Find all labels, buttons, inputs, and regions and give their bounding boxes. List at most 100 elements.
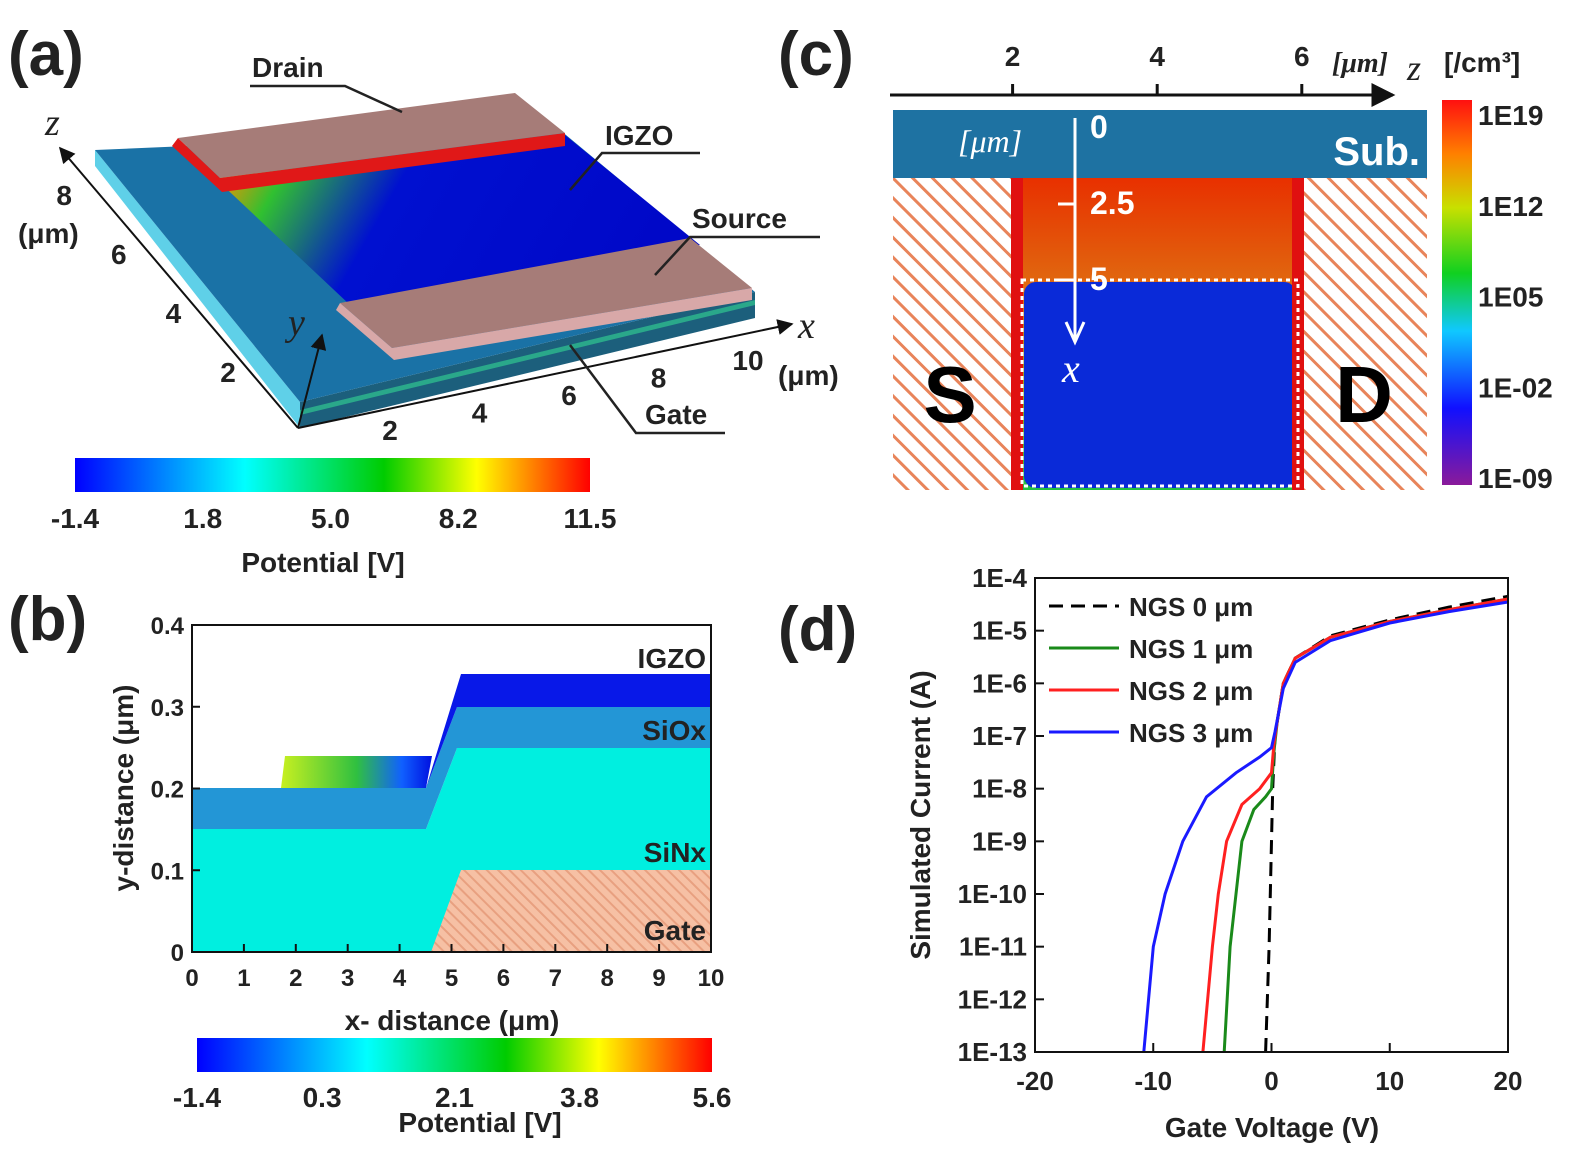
series-line bbox=[1201, 597, 1509, 1053]
x-tick-label: 8 bbox=[651, 363, 667, 394]
x-tick-label: 2 bbox=[382, 415, 398, 446]
substrate bbox=[893, 110, 1427, 178]
layer-label: SiNx bbox=[644, 837, 707, 868]
colorbar-tick-label: 5.0 bbox=[311, 503, 350, 534]
y-tick-label: 0.2 bbox=[151, 777, 184, 804]
colorbar bbox=[1442, 100, 1472, 485]
depth-unit: [μm] bbox=[958, 123, 1022, 159]
colorbar-tick-label: 1E19 bbox=[1478, 100, 1543, 131]
igzo-label: IGZO bbox=[605, 120, 673, 151]
y-tick-label: 0.1 bbox=[151, 858, 184, 885]
colorbar-label: [/cm³] bbox=[1444, 47, 1520, 78]
igzo-left bbox=[281, 756, 432, 788]
z-axis bbox=[58, 146, 299, 429]
z-unit: (μm) bbox=[18, 218, 79, 249]
panel-b: (b) x- distance (μm) y-distance (μm) IGZ… bbox=[8, 585, 712, 1138]
y-tick-label: 0.4 bbox=[151, 613, 185, 640]
gate-label: Gate bbox=[645, 399, 707, 430]
source-label: S bbox=[923, 350, 976, 439]
panel-label: (b) bbox=[8, 585, 87, 654]
colorbar-tick-label: 0.3 bbox=[303, 1082, 342, 1113]
drain-label: D bbox=[1335, 350, 1393, 439]
drain-label: Drain bbox=[252, 52, 324, 83]
colorbar-tick-label: -1.4 bbox=[173, 1082, 222, 1113]
colorbar-tick-label: 1E05 bbox=[1478, 282, 1543, 313]
y-tick-label: 0.3 bbox=[151, 695, 184, 722]
colorbar bbox=[197, 1038, 712, 1072]
colorbar-tick-label: 5.6 bbox=[693, 1082, 732, 1113]
depth-tick-label: 5 bbox=[1090, 261, 1108, 297]
x-tick-label: 1 bbox=[237, 965, 250, 992]
y-tick-label: 1E-13 bbox=[958, 1037, 1027, 1067]
z-tick-label: 4 bbox=[166, 298, 182, 329]
source-region bbox=[893, 178, 1013, 490]
y-axis-label: Simulated Current (A) bbox=[905, 670, 936, 959]
substrate-label: Sub. bbox=[1333, 130, 1420, 174]
x-tick-label: 9 bbox=[652, 965, 665, 992]
legend-label: NGS 3 μm bbox=[1129, 718, 1253, 748]
drain-top bbox=[178, 93, 565, 178]
depth-arrow bbox=[1064, 321, 1086, 346]
plot-frame bbox=[1034, 577, 1509, 1053]
z-tick-label: 2 bbox=[1005, 41, 1021, 72]
legend-label: NGS 1 μm bbox=[1129, 634, 1253, 664]
colorbar bbox=[75, 458, 590, 492]
z-tick-label: 4 bbox=[1149, 41, 1165, 72]
y-tick-label: 1E-8 bbox=[972, 774, 1027, 804]
y-tick-label: 1E-5 bbox=[972, 616, 1027, 646]
colorbar-label: Potential [V] bbox=[241, 547, 404, 578]
z-tick-label: 6 bbox=[1294, 41, 1310, 72]
x-tick-label: 10 bbox=[732, 345, 763, 376]
colorbar-tick-label: 3.8 bbox=[560, 1082, 599, 1113]
source-top bbox=[340, 238, 752, 348]
x-tick-label: 4 bbox=[472, 398, 488, 429]
legend-label: NGS 2 μm bbox=[1129, 676, 1253, 706]
channel-core bbox=[1024, 282, 1296, 488]
x-tick-label: 6 bbox=[561, 380, 577, 411]
leader bbox=[569, 344, 725, 435]
layer-label: SiOx bbox=[642, 715, 706, 746]
x-tick-label: 5 bbox=[445, 965, 458, 992]
x-tick-label: 6 bbox=[497, 965, 510, 992]
z-axis-label: z bbox=[1406, 48, 1421, 88]
edge-strip bbox=[1011, 178, 1023, 490]
z-unit: [μm] bbox=[1332, 48, 1388, 79]
colorbar-tick-label: 11.5 bbox=[564, 503, 617, 534]
x-tick-label: 0 bbox=[185, 965, 198, 992]
panel-a: (a) Drain IGZO Source Gate z x y (μm) (μ… bbox=[8, 20, 839, 578]
colorbar-tick-label: -1.4 bbox=[51, 503, 100, 534]
drain-region bbox=[1302, 178, 1427, 490]
y-tick-label: 1E-7 bbox=[972, 721, 1027, 751]
layer-label: Gate bbox=[644, 915, 706, 946]
x-tick-label: 10 bbox=[698, 965, 725, 992]
x-tick-label: -10 bbox=[1134, 1066, 1172, 1096]
x-tick-label: 7 bbox=[549, 965, 562, 992]
colorbar-tick-label: 1E-02 bbox=[1478, 372, 1553, 403]
z-tick-label: 2 bbox=[220, 357, 236, 388]
panel-label: (a) bbox=[8, 20, 84, 89]
drain-side bbox=[172, 133, 565, 192]
x-tick-label: 20 bbox=[1494, 1066, 1523, 1096]
y-tick-label: 1E-10 bbox=[958, 879, 1027, 909]
slab-stripe bbox=[300, 300, 755, 415]
series-line bbox=[1264, 594, 1509, 1053]
x-axis bbox=[297, 319, 794, 429]
x-axis-label: x- distance (μm) bbox=[345, 1005, 560, 1036]
gate-layer bbox=[431, 870, 711, 952]
panel-label: (c) bbox=[778, 20, 854, 89]
depth-axis-label: x bbox=[1061, 346, 1080, 391]
x-tick-label: 0 bbox=[1264, 1066, 1278, 1096]
source-side bbox=[336, 288, 752, 360]
x-tick-label: 8 bbox=[601, 965, 614, 992]
layer-label: IGZO bbox=[638, 643, 706, 674]
y-tick-label: 1E-4 bbox=[972, 563, 1027, 593]
z-tick-label: 8 bbox=[56, 180, 72, 211]
source-label: Source bbox=[692, 203, 787, 234]
y-tick-label: 0 bbox=[171, 940, 184, 967]
depth-tick-label: 0 bbox=[1090, 109, 1108, 145]
z-axis-label: z bbox=[44, 102, 60, 144]
colorbar-tick-label: 2.1 bbox=[435, 1082, 474, 1113]
panel-label: (d) bbox=[778, 595, 857, 664]
colorbar-label: Potential [V] bbox=[398, 1107, 561, 1138]
